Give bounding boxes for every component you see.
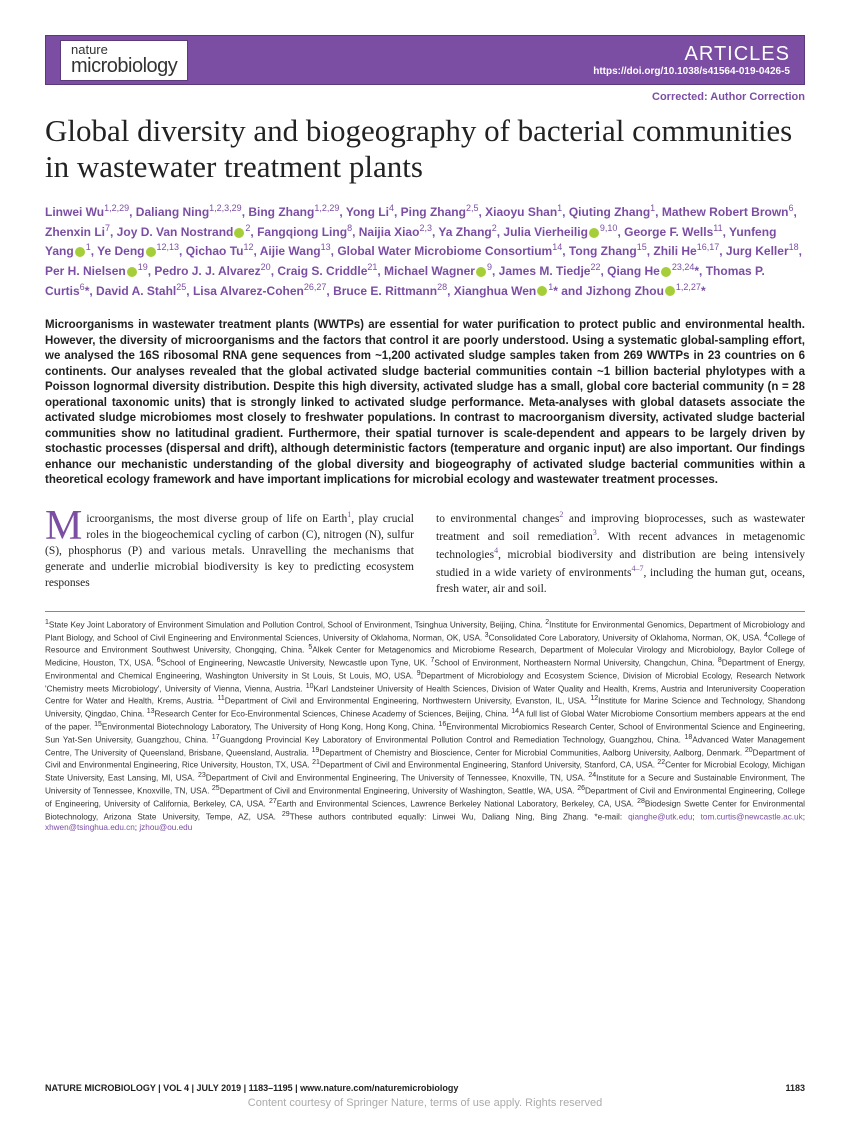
header-right: ARTICLES https://doi.org/10.1038/s41564-…: [593, 43, 790, 77]
page-number: 1183: [785, 1083, 805, 1093]
section-label: ARTICLES: [593, 43, 790, 66]
page-footer: NATURE MICROBIOLOGY | VOL 4 | JULY 2019 …: [45, 1083, 805, 1093]
body-text: Microorganisms, the most diverse group o…: [45, 509, 805, 597]
affiliation-rule: [45, 611, 805, 612]
journal-name-top: nature: [71, 43, 177, 56]
body-col1: icroorganisms, the most diverse group of…: [45, 513, 414, 589]
footer-left: NATURE MICROBIOLOGY | VOL 4 | JULY 2019 …: [45, 1083, 458, 1093]
author-list: Linwei Wu1,2,29, Daliang Ning1,2,3,29, B…: [45, 202, 805, 300]
journal-logo: nature microbiology: [60, 40, 188, 81]
article-title: Global diversity and biogeography of bac…: [45, 113, 805, 184]
correction-notice[interactable]: Corrected: Author Correction: [45, 91, 805, 103]
body-col2: to environmental changes2 and improving …: [436, 509, 805, 597]
abstract: Microorganisms in wastewater treatment p…: [45, 318, 805, 489]
affiliations: 1State Key Joint Laboratory of Environme…: [45, 618, 805, 834]
dropcap: M: [45, 509, 86, 543]
courtesy-line: Content courtesy of Springer Nature, ter…: [45, 1097, 805, 1109]
doi-link[interactable]: https://doi.org/10.1038/s41564-019-0426-…: [593, 66, 790, 77]
journal-name-bottom: microbiology: [71, 56, 177, 76]
journal-header: nature microbiology ARTICLES https://doi…: [45, 35, 805, 85]
